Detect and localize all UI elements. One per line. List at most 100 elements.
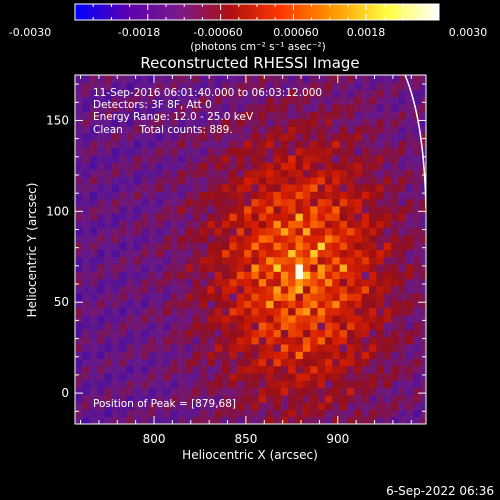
image-pixel (89, 307, 98, 316)
image-pixel (170, 402, 179, 410)
image-pixel (155, 184, 164, 192)
image-pixel (339, 307, 348, 316)
image-pixel (192, 336, 201, 345)
image-pixel (324, 176, 333, 185)
image-pixel (413, 271, 421, 280)
image-pixel (398, 234, 407, 243)
image-pixel (317, 82, 326, 91)
image-pixel (170, 264, 179, 272)
image-pixel (332, 416, 341, 424)
image-pixel (133, 198, 142, 207)
image-pixel (214, 307, 223, 316)
image-pixel (244, 184, 252, 192)
image-pixel (133, 271, 142, 280)
image-pixel (185, 234, 194, 243)
image-pixel (258, 147, 267, 156)
image-pixel (302, 394, 311, 403)
image-pixel (369, 373, 377, 381)
image-pixel (339, 256, 348, 265)
image-pixel (302, 300, 311, 309)
image-pixel (251, 314, 260, 323)
image-pixel (288, 322, 297, 330)
image-pixel (214, 402, 223, 410)
image-pixel (324, 89, 333, 98)
chart-title: Reconstructed RHESSI Image (140, 54, 359, 72)
image-pixel (295, 154, 304, 163)
image-pixel (361, 329, 370, 338)
image-pixel (199, 300, 208, 309)
image-pixel (280, 176, 289, 185)
image-pixel (236, 373, 245, 381)
image-pixel (295, 256, 304, 265)
image-pixel (310, 249, 319, 258)
image-pixel (302, 380, 311, 389)
image-pixel (332, 140, 341, 149)
image-pixel (222, 307, 230, 316)
image-pixel (295, 416, 304, 424)
image-pixel (258, 184, 267, 192)
image-pixel (295, 278, 304, 287)
image-pixel (199, 162, 208, 171)
image-pixel (361, 133, 370, 141)
image-pixel (163, 176, 172, 185)
image-pixel (104, 154, 113, 163)
image-pixel (280, 271, 289, 280)
image-pixel (126, 394, 135, 403)
image-pixel (383, 191, 392, 200)
image-pixel (295, 387, 304, 396)
image-pixel (376, 213, 385, 221)
image-pixel (346, 169, 355, 178)
image-pixel (346, 220, 355, 229)
image-pixel (75, 373, 83, 381)
image-pixel (111, 75, 120, 83)
image-pixel (104, 234, 113, 243)
image-pixel (236, 89, 245, 98)
image-pixel (133, 307, 142, 316)
image-pixel (376, 249, 385, 258)
image-pixel (126, 89, 135, 98)
image-pixel (354, 213, 363, 221)
image-pixel (229, 227, 238, 236)
image-pixel (273, 307, 282, 316)
image-pixel (391, 147, 399, 156)
image-pixel (258, 358, 267, 367)
image-pixel (332, 336, 341, 345)
image-pixel (280, 293, 289, 301)
image-pixel (295, 198, 304, 207)
image-pixel (383, 249, 392, 258)
image-pixel (413, 249, 421, 258)
image-pixel (75, 264, 83, 272)
colorbar-tick-label: 0.0030 (449, 26, 488, 39)
image-pixel (236, 176, 245, 185)
image-pixel (420, 256, 426, 265)
image-pixel (163, 256, 172, 265)
image-pixel (207, 416, 216, 424)
image-pixel (251, 227, 260, 236)
image-pixel (141, 75, 150, 83)
image-pixel (214, 242, 223, 250)
image-pixel (214, 264, 223, 272)
image-pixel (111, 394, 120, 403)
image-pixel (155, 176, 164, 185)
image-pixel (420, 125, 426, 134)
image-pixel (192, 176, 201, 185)
image-pixel (185, 256, 194, 265)
image-pixel (199, 293, 208, 301)
image-pixel (244, 205, 252, 214)
image-pixel (119, 293, 127, 301)
image-pixel (75, 387, 83, 396)
image-pixel (185, 140, 194, 149)
image-pixel (97, 169, 105, 178)
image-pixel (199, 387, 208, 396)
image-pixel (155, 125, 164, 134)
image-pixel (133, 133, 142, 141)
image-pixel (82, 205, 91, 214)
image-pixel (75, 394, 83, 403)
image-pixel (126, 329, 135, 338)
image-pixel (280, 278, 289, 287)
image-pixel (177, 256, 186, 265)
image-pixel (229, 394, 238, 403)
image-pixel (295, 314, 304, 323)
image-pixel (405, 271, 414, 280)
image-pixel (82, 118, 91, 127)
